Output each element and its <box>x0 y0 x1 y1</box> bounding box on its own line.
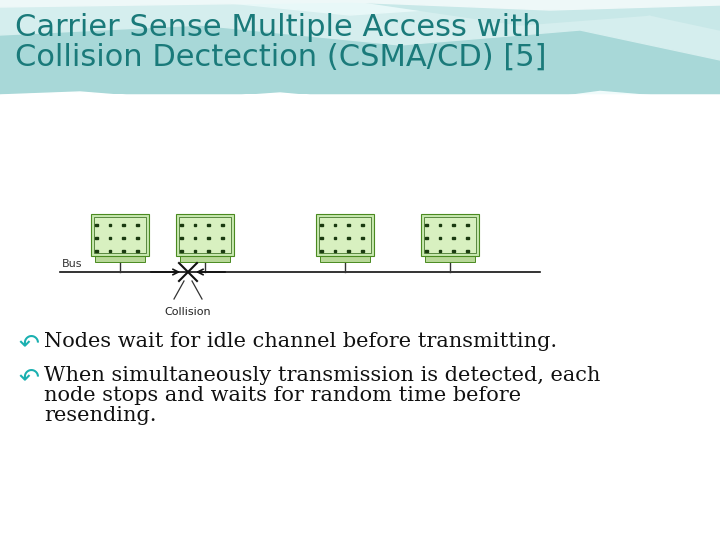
Bar <box>452 249 455 252</box>
Bar <box>95 237 97 239</box>
Bar <box>425 249 428 252</box>
Bar <box>122 224 125 226</box>
Bar <box>109 249 111 252</box>
Text: When simultaneously transmission is detected, each: When simultaneously transmission is dete… <box>44 366 600 385</box>
Bar <box>94 217 146 253</box>
Bar <box>452 224 455 226</box>
Bar <box>361 237 364 239</box>
Bar <box>424 217 476 253</box>
Bar <box>95 249 97 252</box>
Text: Collision: Collision <box>165 307 211 317</box>
Bar <box>425 224 428 226</box>
Bar <box>221 249 224 252</box>
Polygon shape <box>0 0 720 60</box>
Bar <box>320 249 323 252</box>
Bar <box>180 237 182 239</box>
Bar <box>180 256 230 262</box>
Polygon shape <box>0 0 720 10</box>
Polygon shape <box>0 0 720 20</box>
Bar <box>438 224 441 226</box>
Bar <box>425 256 475 262</box>
Bar <box>466 249 469 252</box>
Bar <box>438 237 441 239</box>
Text: resending.: resending. <box>44 406 156 425</box>
Bar <box>348 237 350 239</box>
Bar <box>425 237 428 239</box>
Text: Nodes wait for idle channel before transmitting.: Nodes wait for idle channel before trans… <box>44 332 557 351</box>
Text: node stops and waits for random time before: node stops and waits for random time bef… <box>44 386 521 405</box>
Bar <box>136 249 139 252</box>
Polygon shape <box>350 0 720 30</box>
Bar <box>194 224 197 226</box>
Text: ↶: ↶ <box>18 332 39 356</box>
Bar <box>179 217 231 253</box>
Polygon shape <box>0 92 720 104</box>
Bar <box>221 237 224 239</box>
Text: Carrier Sense Multiple Access with: Carrier Sense Multiple Access with <box>15 13 541 42</box>
Bar <box>361 224 364 226</box>
Bar <box>320 256 370 262</box>
Bar <box>194 237 197 239</box>
Bar <box>194 249 197 252</box>
Bar <box>180 224 182 226</box>
Bar <box>316 214 374 256</box>
Bar <box>438 249 441 252</box>
Bar <box>221 224 224 226</box>
Bar <box>361 249 364 252</box>
Bar <box>333 249 336 252</box>
Bar <box>109 224 111 226</box>
Text: Bus: Bus <box>62 259 83 269</box>
Bar <box>0 95 720 540</box>
Bar <box>348 224 350 226</box>
Bar <box>320 224 323 226</box>
Text: ↶: ↶ <box>18 366 39 390</box>
Bar <box>333 237 336 239</box>
Bar <box>466 237 469 239</box>
Bar <box>207 249 210 252</box>
Bar <box>136 224 139 226</box>
Bar <box>95 256 145 262</box>
Bar <box>136 237 139 239</box>
Bar <box>176 214 234 256</box>
Bar <box>122 249 125 252</box>
Bar <box>319 217 371 253</box>
Polygon shape <box>0 0 720 110</box>
Bar <box>95 224 97 226</box>
Bar <box>348 249 350 252</box>
Bar <box>180 249 182 252</box>
Bar <box>207 237 210 239</box>
Bar <box>109 237 111 239</box>
Bar <box>421 214 479 256</box>
Bar <box>466 224 469 226</box>
Bar <box>452 237 455 239</box>
Text: Collision Dectection (CSMA/CD) [5]: Collision Dectection (CSMA/CD) [5] <box>15 43 546 72</box>
Bar <box>122 237 125 239</box>
Bar <box>91 214 149 256</box>
Bar <box>333 224 336 226</box>
Bar <box>207 224 210 226</box>
Bar <box>320 237 323 239</box>
